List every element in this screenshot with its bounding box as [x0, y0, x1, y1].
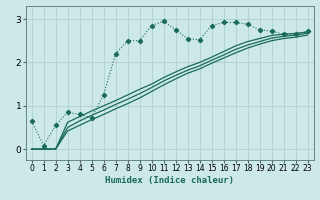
- X-axis label: Humidex (Indice chaleur): Humidex (Indice chaleur): [105, 176, 234, 185]
